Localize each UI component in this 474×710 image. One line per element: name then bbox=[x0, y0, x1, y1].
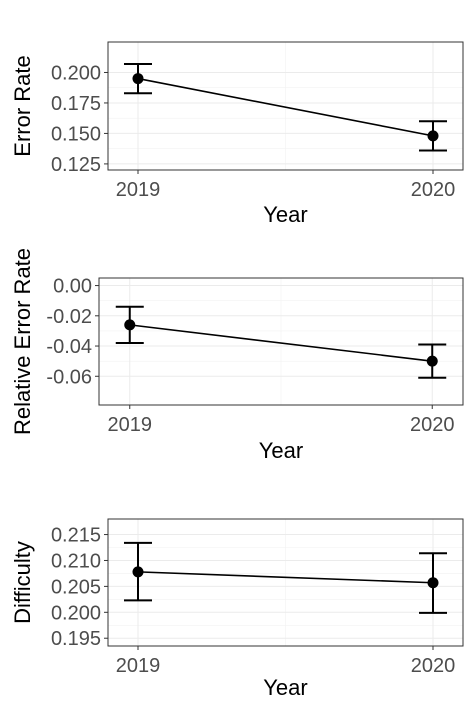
data-point bbox=[132, 73, 144, 85]
y-tick-label: 0.200 bbox=[51, 602, 101, 624]
y-tick-label: 0.215 bbox=[51, 525, 101, 547]
data-point bbox=[427, 577, 439, 589]
data-point bbox=[124, 319, 136, 331]
y-tick-label: 0.210 bbox=[51, 550, 101, 572]
y-tick-label: 0.200 bbox=[51, 62, 101, 84]
series-line bbox=[129, 324, 433, 362]
x-tick-label: 2019 bbox=[108, 414, 153, 436]
chart-panel-2: -0.06 -0.04 -0.02 0.00 2019 2020 Year Relative … bbox=[10, 248, 464, 463]
series-line bbox=[137, 571, 434, 584]
x-tick-label: 2019 bbox=[116, 179, 161, 201]
y-tick-label: -0.06 bbox=[46, 366, 92, 388]
y-axis-title: Difficulty bbox=[10, 541, 35, 624]
panel-border bbox=[98, 277, 464, 406]
data-point bbox=[426, 355, 438, 367]
x-axis-title: Year bbox=[263, 202, 307, 227]
series-line bbox=[137, 77, 434, 137]
x-axis-title: Year bbox=[259, 438, 303, 463]
y-tick-label: 0.125 bbox=[51, 154, 101, 176]
panel-border bbox=[107, 518, 464, 647]
y-tick-label: 0.00 bbox=[53, 276, 92, 298]
y-tick-label: -0.02 bbox=[46, 306, 92, 328]
chart-panel-3: 0.195 0.200 0.205 0.210 0.215 2019 2020 Year Dif… bbox=[10, 518, 464, 700]
y-tick-label: -0.04 bbox=[46, 336, 92, 358]
y-axis-title: Relative Error Rate bbox=[10, 248, 35, 435]
panel-border bbox=[107, 41, 464, 171]
data-point bbox=[132, 566, 144, 578]
y-tick-label: 0.195 bbox=[51, 628, 101, 650]
chart-panel-1: 0.125 0.150 0.175 0.200 2019 2020 Year Error Ra… bbox=[10, 41, 464, 227]
x-tick-label: 2019 bbox=[116, 655, 161, 677]
y-tick-label: 0.150 bbox=[51, 123, 101, 145]
x-tick-label: 2020 bbox=[411, 179, 456, 201]
data-point bbox=[427, 130, 439, 142]
y-tick-label: 0.205 bbox=[51, 576, 101, 598]
x-tick-label: 2020 bbox=[410, 414, 455, 436]
y-tick-label: 0.175 bbox=[51, 93, 101, 115]
x-tick-label: 2020 bbox=[411, 655, 456, 677]
y-axis-title: Error Rate bbox=[10, 55, 35, 156]
x-axis-title: Year bbox=[263, 675, 307, 700]
